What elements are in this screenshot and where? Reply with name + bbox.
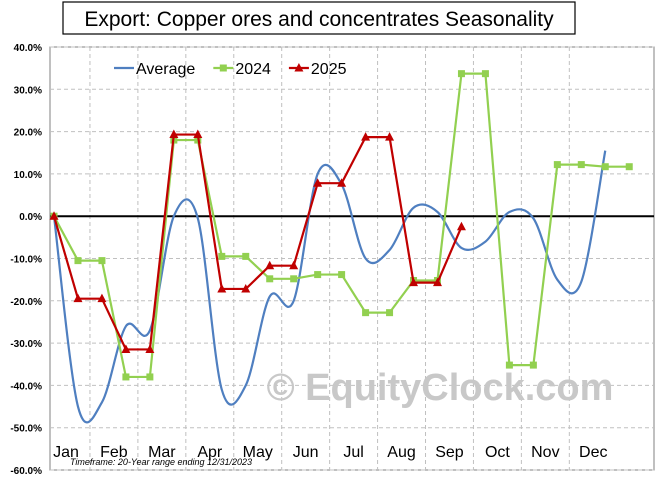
watermark-layer: © EquityClock.com bbox=[267, 367, 614, 409]
data-point-2024 bbox=[266, 275, 274, 283]
watermark-text: © EquityClock.com bbox=[267, 367, 614, 409]
data-point-2024 bbox=[553, 161, 561, 169]
data-point-2024 bbox=[314, 271, 322, 279]
title-layer: Export: Copper ores and concentrates Sea… bbox=[62, 1, 576, 35]
data-point-2024 bbox=[529, 361, 537, 369]
chart-title: Export: Copper ores and concentrates Sea… bbox=[84, 8, 554, 31]
data-point-2024 bbox=[290, 275, 298, 283]
grid-layer bbox=[49, 46, 655, 471]
legend-label-2024: 2024 bbox=[235, 61, 271, 78]
data-point-2025 bbox=[193, 129, 203, 139]
axis-layer: 40.0% 30.0% 20.0% 10.0% 0.0% -10.0% -20.0% -30.… bbox=[10, 43, 654, 477]
data-point-2025 bbox=[385, 132, 395, 141]
x-tick-label: Jan bbox=[53, 444, 79, 461]
legend-layer: Average 2024 2025 bbox=[114, 61, 347, 78]
data-point-2024 bbox=[74, 257, 82, 265]
data-point-2025 bbox=[265, 260, 275, 270]
data-point-2025 bbox=[145, 344, 155, 353]
data-point-2025 bbox=[121, 344, 131, 353]
y-tick-label: -50.0% bbox=[10, 424, 42, 435]
x-tick-label: Jun bbox=[293, 444, 319, 461]
x-tick-label: Mar bbox=[148, 444, 176, 461]
x-tick-label: Jul bbox=[343, 444, 363, 461]
x-tick-label: Aug bbox=[387, 444, 415, 461]
x-tick-label: Sep bbox=[435, 444, 464, 461]
data-point-2025 bbox=[49, 211, 59, 220]
data-point-2024 bbox=[242, 252, 250, 260]
data-point-2024 bbox=[218, 252, 226, 260]
data-point-2025 bbox=[241, 283, 251, 293]
y-tick-label: 30.0% bbox=[14, 85, 42, 96]
data-point-2024 bbox=[122, 373, 130, 381]
y-tick-label: 40.0% bbox=[14, 43, 42, 54]
x-tick-label: Dec bbox=[579, 444, 607, 461]
series-layer bbox=[49, 70, 633, 424]
legend-label-2025: 2025 bbox=[311, 61, 347, 78]
data-point-2024 bbox=[362, 309, 370, 317]
data-point-2024 bbox=[481, 70, 489, 78]
data-point-2025 bbox=[289, 260, 299, 270]
y-tick-label: -40.0% bbox=[10, 381, 42, 392]
legend-label-average: Average bbox=[136, 61, 195, 78]
x-tick-label: Feb bbox=[100, 444, 128, 461]
series-line-2025 bbox=[52, 133, 463, 351]
x-tick-label: May bbox=[243, 444, 273, 461]
data-point-2025 bbox=[337, 178, 347, 187]
data-point-2024 bbox=[457, 70, 465, 78]
data-point-2024 bbox=[505, 361, 513, 369]
data-point-2024 bbox=[386, 309, 394, 317]
y-tick-label: 20.0% bbox=[14, 128, 42, 139]
data-point-2025 bbox=[456, 221, 466, 231]
data-point-2025 bbox=[432, 277, 442, 287]
legend-marker-2025 bbox=[294, 63, 304, 72]
y-tick-label: -10.0% bbox=[10, 255, 42, 266]
data-point-2024 bbox=[98, 257, 106, 265]
data-point-2025 bbox=[361, 132, 371, 141]
data-point-2025 bbox=[73, 293, 83, 303]
x-tick-label: Apr bbox=[197, 444, 223, 461]
data-point-2024 bbox=[625, 163, 633, 171]
legend-marker-2024 bbox=[219, 64, 227, 72]
data-point-2024 bbox=[577, 161, 585, 169]
footnote: Timeframe: 20-Year range ending 12/31/20… bbox=[70, 457, 252, 467]
data-point-2024 bbox=[601, 163, 609, 171]
data-point-2025 bbox=[409, 277, 419, 287]
y-tick-label: 10.0% bbox=[14, 170, 42, 181]
y-tick-label: -20.0% bbox=[10, 297, 42, 308]
data-point-2024 bbox=[146, 373, 154, 381]
data-point-2025 bbox=[97, 293, 107, 303]
data-point-2024 bbox=[338, 271, 346, 279]
x-tick-label: Oct bbox=[485, 444, 510, 461]
y-tick-label: -60.0% bbox=[10, 466, 42, 477]
data-point-2025 bbox=[217, 283, 227, 293]
title-box bbox=[62, 1, 576, 35]
x-tick-label: Nov bbox=[531, 444, 559, 461]
data-point-2025 bbox=[169, 129, 179, 139]
y-tick-label: 0.0% bbox=[19, 212, 42, 223]
data-point-2025 bbox=[313, 178, 323, 187]
y-tick-label: -30.0% bbox=[10, 339, 42, 350]
